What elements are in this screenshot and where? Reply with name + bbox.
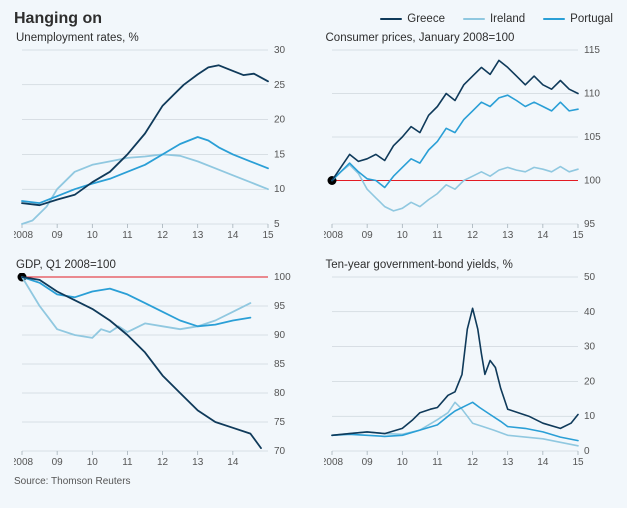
svg-text:25: 25 — [274, 80, 286, 91]
panel-title: Ten-year government-bond yields, % — [326, 259, 614, 271]
panel-gdp: GDP, Q1 2008=100 70 75 80 85 90 95 100 2008 09 10… — [14, 259, 304, 472]
svg-text:14: 14 — [537, 457, 549, 468]
svg-text:12: 12 — [157, 230, 169, 241]
svg-text:11: 11 — [432, 230, 443, 241]
svg-text:95: 95 — [584, 219, 596, 230]
panel-title: GDP, Q1 2008=100 — [16, 259, 304, 271]
svg-text:40: 40 — [584, 307, 596, 318]
svg-text:09: 09 — [361, 230, 373, 241]
legend-item: Portugal — [543, 13, 613, 25]
panel-title: Consumer prices, January 2008=100 — [326, 32, 614, 44]
source-text: Source: Thomson Reuters — [14, 476, 613, 487]
svg-text:11: 11 — [432, 457, 443, 468]
svg-text:13: 13 — [192, 230, 204, 241]
panel-cpi: Consumer prices, January 2008=100 95 100 1… — [324, 32, 614, 245]
svg-text:14: 14 — [537, 230, 549, 241]
panels-grid: Unemployment rates, % 5 10 15 20 25 30 2008 09 1… — [14, 32, 613, 472]
svg-text:90: 90 — [274, 330, 286, 341]
legend-label: Portugal — [570, 13, 613, 25]
svg-text:12: 12 — [157, 457, 169, 468]
svg-text:12: 12 — [467, 457, 479, 468]
svg-text:15: 15 — [274, 149, 286, 160]
svg-text:2008: 2008 — [324, 457, 344, 468]
svg-text:85: 85 — [274, 359, 286, 370]
svg-text:13: 13 — [502, 230, 514, 241]
svg-text:20: 20 — [584, 376, 596, 387]
svg-text:14: 14 — [227, 230, 239, 241]
svg-text:15: 15 — [572, 457, 584, 468]
svg-text:80: 80 — [274, 388, 286, 399]
svg-text:2008: 2008 — [14, 230, 34, 241]
legend-label: Greece — [407, 13, 445, 25]
svg-text:13: 13 — [502, 457, 514, 468]
panel-svg-gdp: 70 75 80 85 90 95 100 2008 09 10 11 12 13 14 — [14, 273, 302, 469]
svg-text:10: 10 — [396, 457, 408, 468]
panel-svg-bond: 0 10 20 30 40 50 2008 09 10 11 12 13 14 15 — [324, 273, 612, 469]
svg-text:70: 70 — [274, 446, 286, 457]
panel-svg-unemployment: 5 10 15 20 25 30 2008 09 10 11 12 13 14 15 — [14, 46, 302, 242]
svg-text:10: 10 — [87, 230, 99, 241]
chart-title: Hanging on — [14, 10, 102, 28]
svg-text:110: 110 — [584, 89, 600, 100]
svg-text:95: 95 — [274, 301, 286, 312]
svg-text:75: 75 — [274, 417, 286, 428]
svg-text:0: 0 — [584, 446, 590, 457]
svg-text:09: 09 — [52, 457, 64, 468]
svg-text:12: 12 — [467, 230, 479, 241]
svg-text:5: 5 — [274, 219, 280, 230]
svg-text:30: 30 — [584, 342, 596, 353]
panel-title: Unemployment rates, % — [16, 32, 304, 44]
header: Hanging on Greece Ireland Portugal — [14, 10, 613, 28]
svg-text:14: 14 — [227, 457, 239, 468]
svg-text:13: 13 — [192, 457, 204, 468]
svg-text:11: 11 — [122, 457, 133, 468]
svg-text:2008: 2008 — [324, 230, 344, 241]
svg-text:100: 100 — [274, 273, 291, 283]
svg-text:11: 11 — [122, 230, 133, 241]
svg-text:15: 15 — [262, 230, 274, 241]
svg-text:10: 10 — [87, 457, 99, 468]
legend-swatch — [463, 18, 485, 21]
svg-text:10: 10 — [274, 184, 286, 195]
svg-text:10: 10 — [396, 230, 408, 241]
chart-container: Hanging on Greece Ireland Portugal Unemplo… — [0, 0, 627, 508]
svg-text:20: 20 — [274, 115, 286, 126]
legend-item: Ireland — [463, 13, 525, 25]
svg-text:10: 10 — [584, 411, 596, 422]
svg-text:09: 09 — [361, 457, 373, 468]
panel-bond: Ten-year government-bond yields, % 0 10 20… — [324, 259, 614, 472]
svg-text:100: 100 — [584, 176, 601, 187]
svg-text:115: 115 — [584, 46, 600, 56]
svg-text:15: 15 — [572, 230, 584, 241]
svg-text:50: 50 — [584, 273, 596, 283]
legend-swatch — [543, 18, 565, 21]
panel-svg-cpi: 95 100 105 110 115 2008 09 10 11 12 13 14 15 — [324, 46, 612, 242]
svg-text:09: 09 — [52, 230, 64, 241]
svg-text:2008: 2008 — [14, 457, 34, 468]
svg-text:105: 105 — [584, 132, 601, 143]
svg-text:30: 30 — [274, 46, 286, 56]
legend-label: Ireland — [490, 13, 525, 25]
legend: Greece Ireland Portugal — [380, 13, 613, 25]
legend-item: Greece — [380, 13, 445, 25]
legend-swatch — [380, 18, 402, 21]
panel-unemployment: Unemployment rates, % 5 10 15 20 25 30 2008 09 1… — [14, 32, 304, 245]
